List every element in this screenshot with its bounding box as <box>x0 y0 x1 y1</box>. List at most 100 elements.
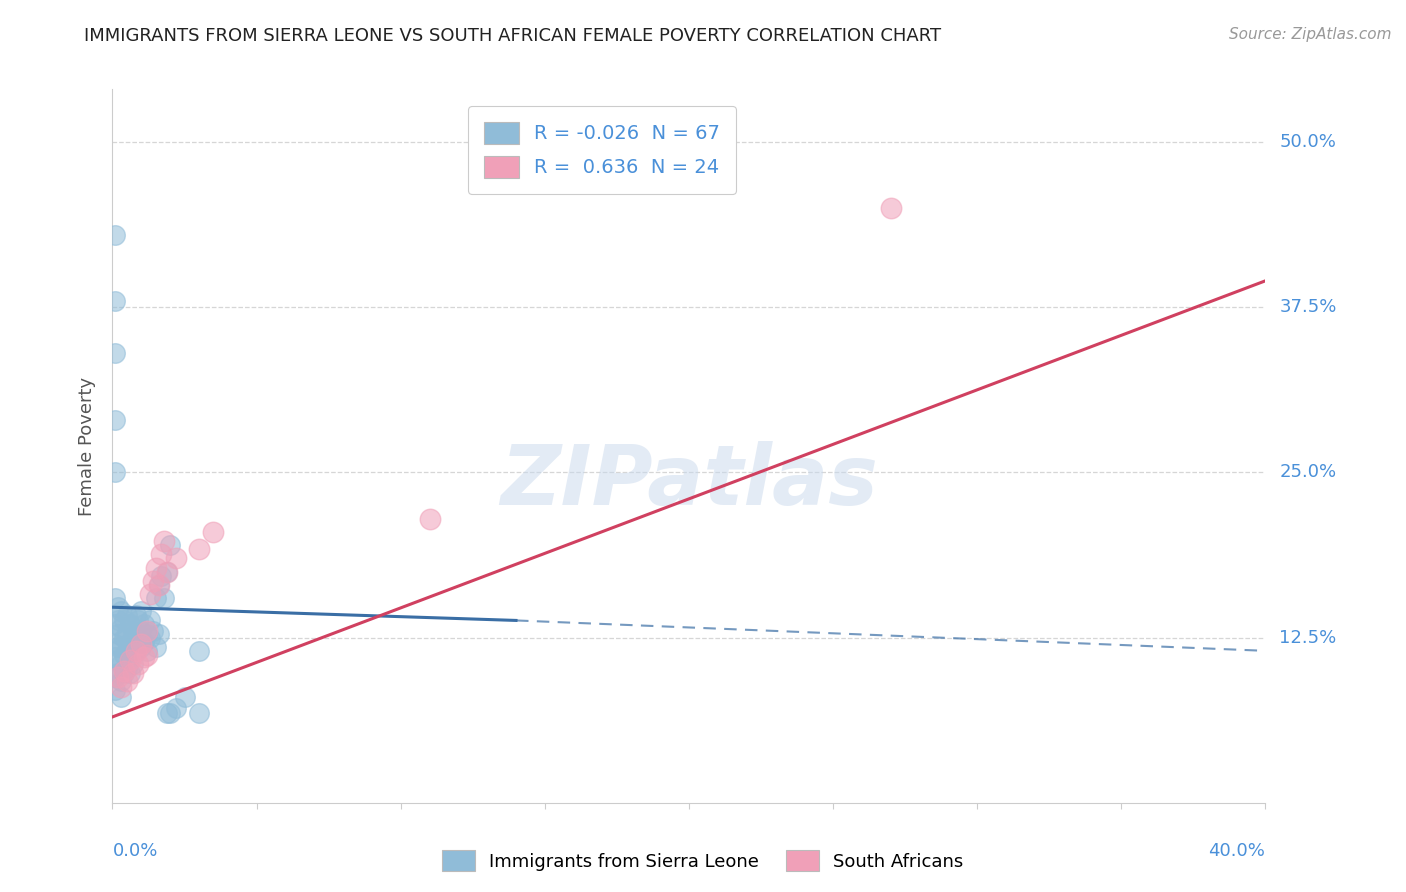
Text: 37.5%: 37.5% <box>1279 298 1337 317</box>
Point <box>124 644 146 658</box>
Legend: Immigrants from Sierra Leone, South Africans: Immigrants from Sierra Leone, South Afri… <box>436 843 970 879</box>
Point <box>156 565 179 579</box>
Point <box>121 666 143 681</box>
Point <box>139 587 162 601</box>
Text: 12.5%: 12.5% <box>1279 629 1337 647</box>
Point <box>136 644 159 658</box>
Point <box>150 547 173 561</box>
Point <box>153 591 176 605</box>
Text: 0.0%: 0.0% <box>112 842 157 860</box>
Point <box>118 666 141 681</box>
Point <box>124 608 146 623</box>
Point <box>104 412 127 426</box>
Point <box>107 626 129 640</box>
Point <box>134 650 156 665</box>
Text: 50.0%: 50.0% <box>1279 133 1336 151</box>
Point <box>188 644 211 658</box>
Point <box>202 524 225 539</box>
Point <box>118 617 141 632</box>
Point <box>145 640 167 654</box>
Point <box>127 657 149 671</box>
Point <box>129 637 153 651</box>
Point <box>107 666 129 681</box>
Point <box>112 664 135 678</box>
Point <box>118 653 141 667</box>
Point <box>188 542 211 557</box>
Point <box>156 565 179 579</box>
Y-axis label: Female Poverty: Female Poverty <box>77 376 96 516</box>
Point <box>112 631 135 645</box>
Point <box>880 201 903 215</box>
Point <box>110 604 132 618</box>
Text: 40.0%: 40.0% <box>1209 842 1265 860</box>
Point <box>134 634 156 648</box>
Point <box>104 617 127 632</box>
Point <box>129 640 153 654</box>
Point <box>110 690 132 704</box>
Point <box>112 648 135 662</box>
Point <box>110 680 132 694</box>
Point <box>104 227 127 242</box>
Point <box>153 534 176 549</box>
Point <box>104 670 127 684</box>
Point <box>124 644 146 658</box>
Point <box>159 538 181 552</box>
Point <box>156 706 179 720</box>
Point <box>104 293 127 308</box>
Point <box>165 551 187 566</box>
Point <box>134 617 156 632</box>
Point <box>107 600 129 615</box>
Point <box>104 650 127 665</box>
Point <box>107 653 129 667</box>
Point <box>115 674 138 689</box>
Point <box>121 657 143 671</box>
Point <box>148 578 170 592</box>
Point <box>136 648 159 662</box>
Point <box>148 626 170 640</box>
Point <box>142 574 165 588</box>
Point <box>139 631 162 645</box>
Point <box>115 661 138 675</box>
Point <box>110 657 132 671</box>
Point <box>159 706 181 720</box>
Point <box>173 690 195 704</box>
Point <box>165 700 187 714</box>
Legend: R = -0.026  N = 67, R =  0.636  N = 24: R = -0.026 N = 67, R = 0.636 N = 24 <box>468 106 735 194</box>
Point <box>107 640 129 654</box>
Point <box>115 608 138 623</box>
Point <box>112 666 135 681</box>
Point <box>104 346 127 360</box>
Point <box>115 644 138 658</box>
Text: Source: ZipAtlas.com: Source: ZipAtlas.com <box>1229 27 1392 42</box>
Point <box>124 626 146 640</box>
Point <box>145 560 167 574</box>
Point <box>110 640 132 654</box>
Point <box>104 637 127 651</box>
Point <box>104 591 127 605</box>
Point <box>129 604 153 618</box>
Point <box>136 626 159 640</box>
Text: IMMIGRANTS FROM SIERRA LEONE VS SOUTH AFRICAN FEMALE POVERTY CORRELATION CHART: IMMIGRANTS FROM SIERRA LEONE VS SOUTH AF… <box>84 27 942 45</box>
Point <box>110 621 132 635</box>
Point <box>115 626 138 640</box>
Point <box>188 706 211 720</box>
Point <box>139 614 162 628</box>
Point <box>107 614 129 628</box>
Point <box>118 634 141 648</box>
Point <box>127 614 149 628</box>
Point <box>121 640 143 654</box>
Point <box>136 624 159 638</box>
Point <box>118 650 141 665</box>
Point <box>104 466 127 480</box>
Text: ZIPatlas: ZIPatlas <box>501 442 877 522</box>
Point <box>142 624 165 638</box>
Point <box>419 511 441 525</box>
Text: 25.0%: 25.0% <box>1279 464 1337 482</box>
Point <box>107 670 129 684</box>
Point <box>104 683 127 698</box>
Point <box>145 591 167 605</box>
Point <box>127 634 149 648</box>
Point <box>148 578 170 592</box>
Point <box>110 674 132 689</box>
Point <box>112 614 135 628</box>
